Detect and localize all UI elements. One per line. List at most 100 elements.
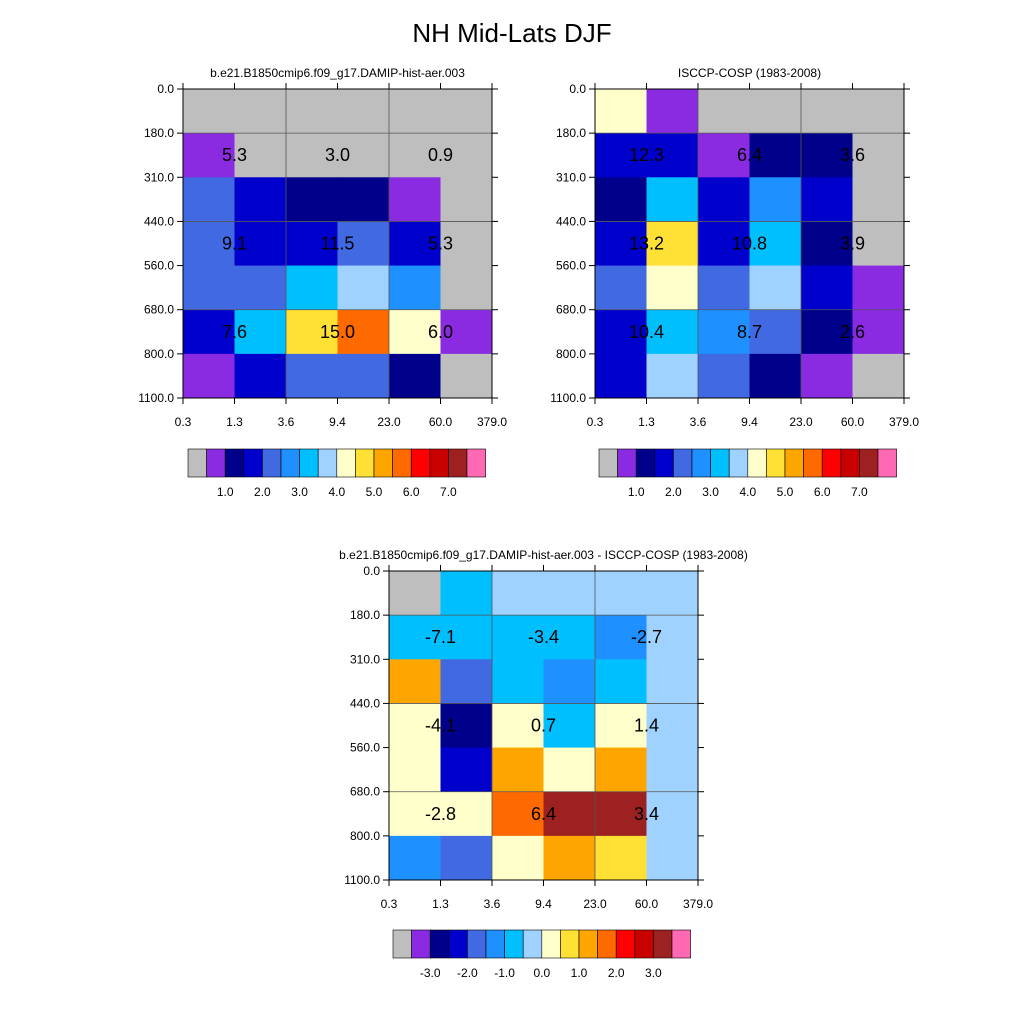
heatmap-cell [852,353,905,399]
heatmap-cell [852,177,905,222]
y-tick-label: 310.0 [556,170,586,184]
x-tick-label: 379.0 [683,897,713,911]
heatmap-cell [440,791,493,837]
heatmap-cell [286,353,338,399]
colorbar-swatch [877,448,897,478]
cell-value-label: 3.6 [840,145,865,165]
x-tick-label: 3.6 [484,897,501,911]
heatmap-cell [595,353,647,399]
colorbar-swatch [485,929,505,959]
heatmap-cell [852,221,905,267]
heatmap-cell [492,835,544,881]
colorbar-swatch [429,448,449,478]
heatmap-cell [646,221,699,267]
heatmap-cell [595,221,647,267]
colorbar-swatch [671,929,691,959]
y-tick-label: 0.0 [157,82,174,96]
heatmap-cell [440,309,493,355]
heatmap-cell [595,747,647,793]
cell-value-label: 6.0 [428,322,453,342]
heatmap-cell [183,265,235,311]
y-tick-label: 1100.0 [550,391,586,405]
heatmap-cell [492,747,544,793]
heatmap-cell [389,659,441,704]
heatmap-cell [440,89,493,134]
panel-title: b.e21.B1850cmip6.f09_g17.DAMIP-hist-aer.… [210,66,465,80]
colorbar-label: 3.0 [645,966,662,980]
heatmap-cell [337,309,390,355]
heatmap-cell [440,659,493,704]
heatmap-cell [646,791,699,837]
heatmap-cell [183,133,235,178]
colorbar-label: -3.0 [420,966,441,980]
colorbar-label: 2.0 [254,485,271,499]
cell-value-label: 0.7 [531,716,556,736]
heatmap-cell [749,133,802,178]
heatmap-cell [646,89,699,134]
y-tick-label: 680.0 [556,303,586,317]
colorbar-swatch [821,448,842,478]
colorbar-swatch [578,929,598,959]
heatmap-cell [646,571,699,616]
heatmap-cell [286,89,338,134]
cell-value-label: 13.2 [629,234,664,254]
cell-value-label: 3.4 [634,804,659,824]
heatmap-cell [646,177,699,222]
heatmap-cell [698,353,750,399]
heatmap-cell [389,747,441,793]
heatmap-cell [389,615,441,660]
heatmap-cell [234,309,287,355]
x-tick-label: 1.3 [226,415,243,429]
colorbar-label: 6.0 [403,485,420,499]
heatmap-cell [646,703,699,749]
heatmap-cell [234,221,287,267]
heatmap-cell [389,703,441,749]
heatmap-cell [492,791,544,837]
colorbar-label: 1.0 [217,485,234,499]
heatmap-cell [389,265,441,311]
y-tick-label: 560.0 [556,259,586,273]
cell-value-label: 6.4 [737,145,762,165]
heatmap-cell [543,835,596,881]
heatmap-cell [440,747,493,793]
heatmap-cell [389,89,441,134]
cell-value-label: -2.8 [425,804,456,824]
colorbar-label: 7.0 [440,485,457,499]
y-tick-label: 440.0 [144,214,174,228]
cell-value-label: 7.6 [222,322,247,342]
colorbar-swatch [560,929,580,959]
heatmap-cell [337,177,390,222]
x-tick-label: 0.3 [587,415,604,429]
x-tick-label: 1.3 [432,897,449,911]
colorbar-swatch [766,448,786,478]
heatmap-cell [543,615,596,660]
heatmap-cell [389,571,441,616]
heatmap-cell [440,703,493,749]
heatmap-cell [543,571,596,616]
cell-value-label: 5.3 [222,145,247,165]
y-tick-label: 680.0 [144,303,174,317]
cell-value-label: 3.0 [325,145,350,165]
colorbar-swatch [206,448,226,478]
colorbar-label: 7.0 [851,485,868,499]
heatmap-cell [543,747,596,793]
heatmap-cell [440,835,493,881]
colorbar-swatch [710,448,730,478]
heatmap-cell [749,221,802,267]
colorbar-swatch [299,448,319,478]
heatmap-cell [543,659,596,704]
cell-value-label: -3.4 [528,627,559,647]
colorbar-swatch [673,448,693,478]
cell-value-label: 6.4 [531,804,556,824]
heatmap-cell [492,615,544,660]
colorbar-swatch [597,929,617,959]
cell-value-label: 5.3 [428,234,453,254]
heatmap-cell [337,89,390,134]
heatmap-cell [234,265,287,311]
colorbar-label: 4.0 [739,485,756,499]
heatmap-cell [646,309,699,355]
heatmap-cell [698,309,750,355]
y-tick-label: 680.0 [350,785,380,799]
heatmap-cell [801,309,853,355]
x-tick-label: 0.3 [381,897,398,911]
